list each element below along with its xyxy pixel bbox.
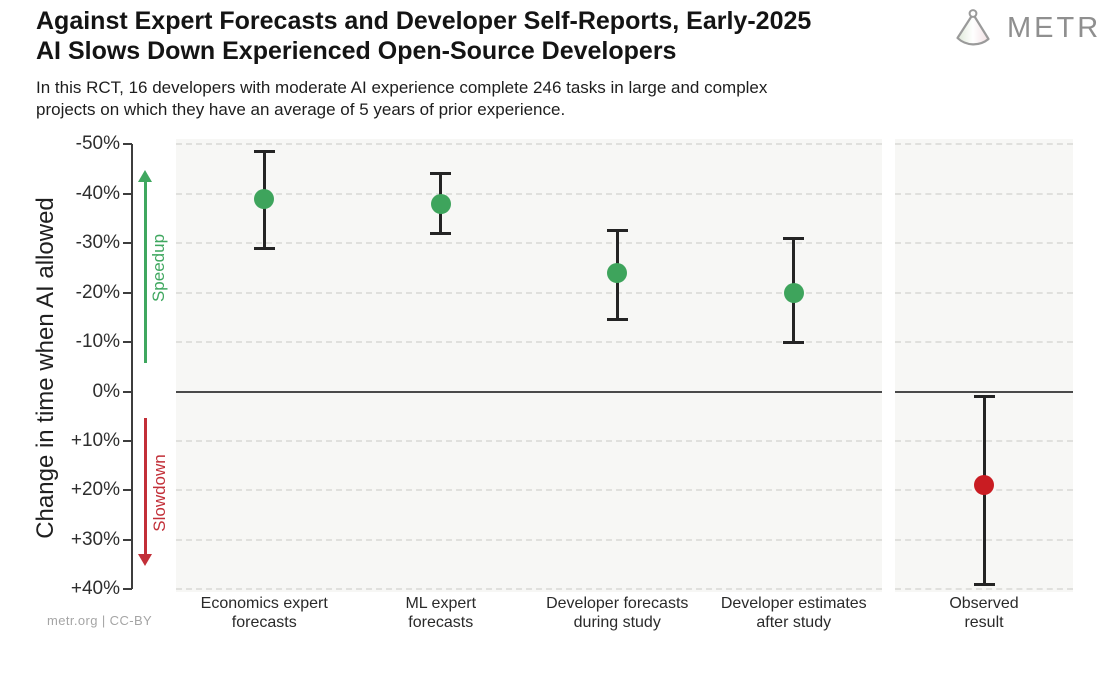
y-tick-label: -30% (75, 232, 120, 254)
category-label-line: result (964, 614, 1004, 631)
y-axis-tick (123, 341, 132, 344)
attribution: metr.org | CC-BY (47, 613, 153, 628)
gridline (176, 242, 882, 245)
error-bar-cap (973, 582, 995, 586)
gridline (176, 341, 882, 344)
slowdown-label: Slowdown (150, 454, 169, 532)
gridline (895, 291, 1073, 294)
y-axis-tick (123, 291, 132, 294)
y-axis-tick (123, 143, 132, 146)
gridline (176, 489, 882, 492)
y-axis-tick (123, 242, 132, 245)
category-label: Developer forecasts during study (507, 594, 727, 632)
data-point (783, 282, 804, 303)
gridline (176, 291, 882, 294)
y-tick-label: 0% (92, 380, 120, 402)
y-axis-tick (123, 489, 132, 492)
error-bar-cap (430, 172, 452, 176)
error-bar-cap (606, 229, 628, 233)
y-tick-label: -20% (75, 281, 120, 303)
data-point (974, 475, 994, 496)
category-label-line: during study (573, 614, 661, 631)
category-label: Developer estimates after study (684, 594, 904, 632)
gridline (176, 439, 882, 442)
gridline (176, 143, 882, 146)
gridline (176, 588, 882, 591)
category-label: Observed result (874, 594, 1094, 632)
gridline (176, 192, 882, 195)
error-bar-cap (973, 394, 995, 398)
error-bar-cap (253, 150, 275, 154)
error-bar-cap (783, 236, 805, 240)
subtitle-line-1: In this RCT, 16 developers with moderate… (36, 78, 768, 97)
slowdown-arrow-head (138, 554, 152, 566)
y-axis-tick (123, 588, 132, 591)
title-line-1: Against Expert Forecasts and Developer S… (36, 7, 812, 35)
y-tick-label: +40% (70, 578, 120, 600)
category-label: Economics expert forecasts (154, 594, 374, 632)
gridline (895, 242, 1073, 245)
metr-logo: METR (950, 5, 1100, 51)
zero-line (895, 390, 1073, 393)
page-title: Against Expert Forecasts and Developer S… (36, 6, 811, 66)
gridline (895, 588, 1073, 591)
plot-panel-forecasts (176, 139, 882, 592)
error-bar-cap (253, 246, 275, 250)
error-bar-cap (430, 231, 452, 235)
y-tick-label: +10% (70, 429, 120, 451)
zero-line (176, 390, 882, 393)
data-point (607, 262, 628, 283)
category-label-line: Developer forecasts (546, 595, 689, 612)
data-point (254, 188, 275, 209)
category-label-line: ML expert (405, 595, 477, 612)
chart-subtitle: In this RCT, 16 developers with moderate… (36, 77, 767, 121)
data-point (430, 193, 451, 214)
gridline (895, 341, 1073, 344)
y-axis-tick (123, 538, 132, 541)
y-axis-tick (123, 439, 132, 442)
y-axis-tick (123, 390, 132, 393)
error-bar-cap (606, 318, 628, 322)
y-axis-line (131, 144, 133, 590)
category-label-line: after study (756, 614, 832, 631)
title-line-2: AI Slows Down Experienced Open-Source De… (36, 37, 677, 65)
slowdown-arrow-line (144, 418, 147, 555)
y-tick-label: -50% (75, 133, 120, 155)
y-tick-label: -10% (75, 331, 120, 353)
category-label-line: forecasts (408, 614, 474, 631)
error-bar-cap (783, 340, 805, 344)
speedup-arrow-head (138, 170, 152, 182)
gridline (895, 192, 1073, 195)
category-label-line: forecasts (231, 614, 297, 631)
category-label-line: Economics expert (200, 595, 328, 612)
speedup-label: Speedup (149, 233, 168, 303)
category-label-line: Developer estimates (720, 595, 867, 612)
y-axis-tick (123, 192, 132, 195)
category-label-line: Observed (949, 595, 1019, 612)
metr-funnel-icon (956, 9, 990, 46)
y-tick-label: +20% (70, 479, 120, 501)
y-tick-label: +30% (70, 528, 120, 550)
subtitle-line-2: projects on which they have an average o… (36, 100, 566, 119)
gridline (176, 538, 882, 541)
metr-logo-text: METR (1007, 12, 1100, 44)
gridline (895, 143, 1073, 146)
y-tick-label: -40% (75, 182, 120, 204)
category-label: ML expert forecasts (331, 594, 551, 632)
speedup-arrow-line (144, 181, 147, 363)
